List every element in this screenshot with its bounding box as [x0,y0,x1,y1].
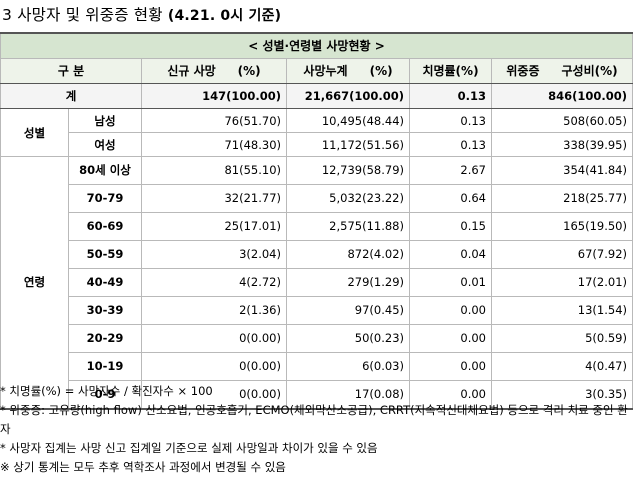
cell-fatality: 0.00 [409,380,492,410]
cell-new: 25(17.01) [141,212,287,241]
cell-cum: 50(0.23) [286,324,410,353]
section-title: 3 사망자 및 위중증 현황 (4.21. 0시 기준) [2,3,281,25]
cell-severe: 17(2.01) [491,268,633,297]
table-row: 50-59 3(2.04) 872(4.02) 0.04 67(7.92) [1,240,633,269]
cell-new: 4(2.72) [141,268,287,297]
table-row: 60-69 25(17.01) 2,575(11.88) 0.15 165(19… [1,212,633,241]
header-fatality: 치명률(%) [409,58,492,84]
cell-new: 71(48.30) [141,132,287,157]
total-label: 계 [0,83,142,109]
cell-new: 2(1.36) [141,296,287,325]
row-label: 60-69 [68,212,142,241]
cell-severe: 165(19.50) [491,212,633,241]
header-severe: 위중증 구성비(%) [491,58,633,84]
cell-severe: 67(7.92) [491,240,633,269]
cell-fatality: 0.13 [409,108,492,133]
cell-cum: 5,032(23.22) [286,184,410,213]
table-header-row: 구 분 신규 사망 (%) 사망누계 (%) 치명률(%) 위중증 구성비(%) [0,58,633,84]
footnote-fatality: * 치명률(%) = 사망자수 / 확진자수 × 100 [0,384,213,398]
cell-severe: 218(25.77) [491,184,633,213]
row-label: 30-39 [68,296,142,325]
footnotes: * 치명률(%) = 사망자수 / 확진자수 × 100 * 위중증: 고유량(… [0,382,635,477]
cell-severe: 354(41.84) [491,156,633,185]
header-new-deaths: 신규 사망 (%) [141,58,287,84]
table-row: 40-49 4(2.72) 279(1.29) 0.01 17(2.01) [1,268,633,297]
header-category: 구 분 [0,58,142,84]
cell-fatality: 0.00 [409,296,492,325]
cell-cum: 11,172(51.56) [286,132,410,157]
cell-severe: 508(60.05) [491,108,633,133]
cell-cum: 6(0.03) [286,352,410,381]
reference-date: (4.21. 0시 기준) [167,8,282,24]
footnote-severe: * 위중증: 고유량(high flow) 산소요법, 인공호흡기, ECMO(… [0,403,628,436]
cell-cum: 10,495(48.44) [286,108,410,133]
section-heading: 사망자 및 위중증 현황 [17,6,163,24]
cell-fatality: 0.00 [409,352,492,381]
table-row: 70-79 32(21.77) 5,032(23.22) 0.64 218(25… [1,184,633,213]
cell-fatality: 2.67 [409,156,492,185]
cell-new: 32(21.77) [141,184,287,213]
row-label: 20-29 [68,324,142,353]
cell-fatality: 0.64 [409,184,492,213]
cell-cum: 2,575(11.88) [286,212,410,241]
total-new: 147(100.00) [141,83,287,109]
cell-fatality: 0.13 [409,132,492,157]
cell-new: 81(55.10) [141,156,287,185]
row-label: 80세 이상 [68,156,142,185]
table-row: 0-9 0(0.00) 17(0.08) 0.00 3(0.35) [1,380,633,410]
row-label: 70-79 [68,184,142,213]
age-group-label: 연령 [0,156,69,410]
row-label: 여성 [68,132,142,157]
cell-new: 0(0.00) [141,380,287,410]
row-label: 남성 [68,108,142,133]
cell-new: 3(2.04) [141,240,287,269]
footnote-death-count: * 사망자 집계는 사망 신고 집계일 기준으로 실제 사망일과 차이가 있을 … [0,441,378,455]
total-fatality: 0.13 [409,83,492,109]
total-cum: 21,667(100.00) [286,83,410,109]
total-severe: 846(100.00) [491,83,633,109]
cell-cum: 12,739(58.79) [286,156,410,185]
table-row: 여성 71(48.30) 11,172(51.56) 0.13 338(39.9… [0,132,633,157]
death-statistics-table: < 성별·연령별 사망현황 > 구 분 신규 사망 (%) 사망누계 (%) 치명률… [0,32,633,410]
cell-new: 76(51.70) [141,108,287,133]
cell-severe: 5(0.59) [491,324,633,353]
table-row: 성별 남성 76(51.70) 10,495(48.44) 0.13 508(6… [0,108,633,157]
cell-fatality: 0.04 [409,240,492,269]
table-row: 연령 80세 이상 81(55.10) 12,739(58.79) 2.67 3… [0,156,633,410]
table-caption-row: < 성별·연령별 사망현황 > [0,32,633,59]
total-row: 계 147(100.00) 21,667(100.00) 0.13 846(10… [0,83,633,109]
cell-severe: 338(39.95) [491,132,633,157]
table-caption: < 성별·연령별 사망현황 > [0,32,633,59]
footnote-revision: ※ 상기 통계는 모두 추후 역학조사 과정에서 변경될 수 있음 [0,460,286,474]
table-row: 20-29 0(0.00) 50(0.23) 0.00 5(0.59) [1,324,633,353]
cell-fatality: 0.01 [409,268,492,297]
cell-cum: 279(1.29) [286,268,410,297]
cell-fatality: 0.00 [409,324,492,353]
cell-new: 0(0.00) [141,352,287,381]
row-label: 0-9 [68,380,142,410]
cell-severe: 13(1.54) [491,296,633,325]
header-cum-deaths: 사망누계 (%) [286,58,410,84]
cell-severe: 4(0.47) [491,352,633,381]
table-row: 10-19 0(0.00) 6(0.03) 0.00 4(0.47) [1,352,633,381]
row-label: 10-19 [68,352,142,381]
section-number: 3 [2,6,13,24]
row-label: 50-59 [68,240,142,269]
sex-group-label: 성별 [0,108,69,157]
cell-cum: 872(4.02) [286,240,410,269]
cell-cum: 97(0.45) [286,296,410,325]
row-label: 40-49 [68,268,142,297]
cell-fatality: 0.15 [409,212,492,241]
cell-new: 0(0.00) [141,324,287,353]
cell-severe: 3(0.35) [491,380,633,410]
table-row: 30-39 2(1.36) 97(0.45) 0.00 13(1.54) [1,296,633,325]
